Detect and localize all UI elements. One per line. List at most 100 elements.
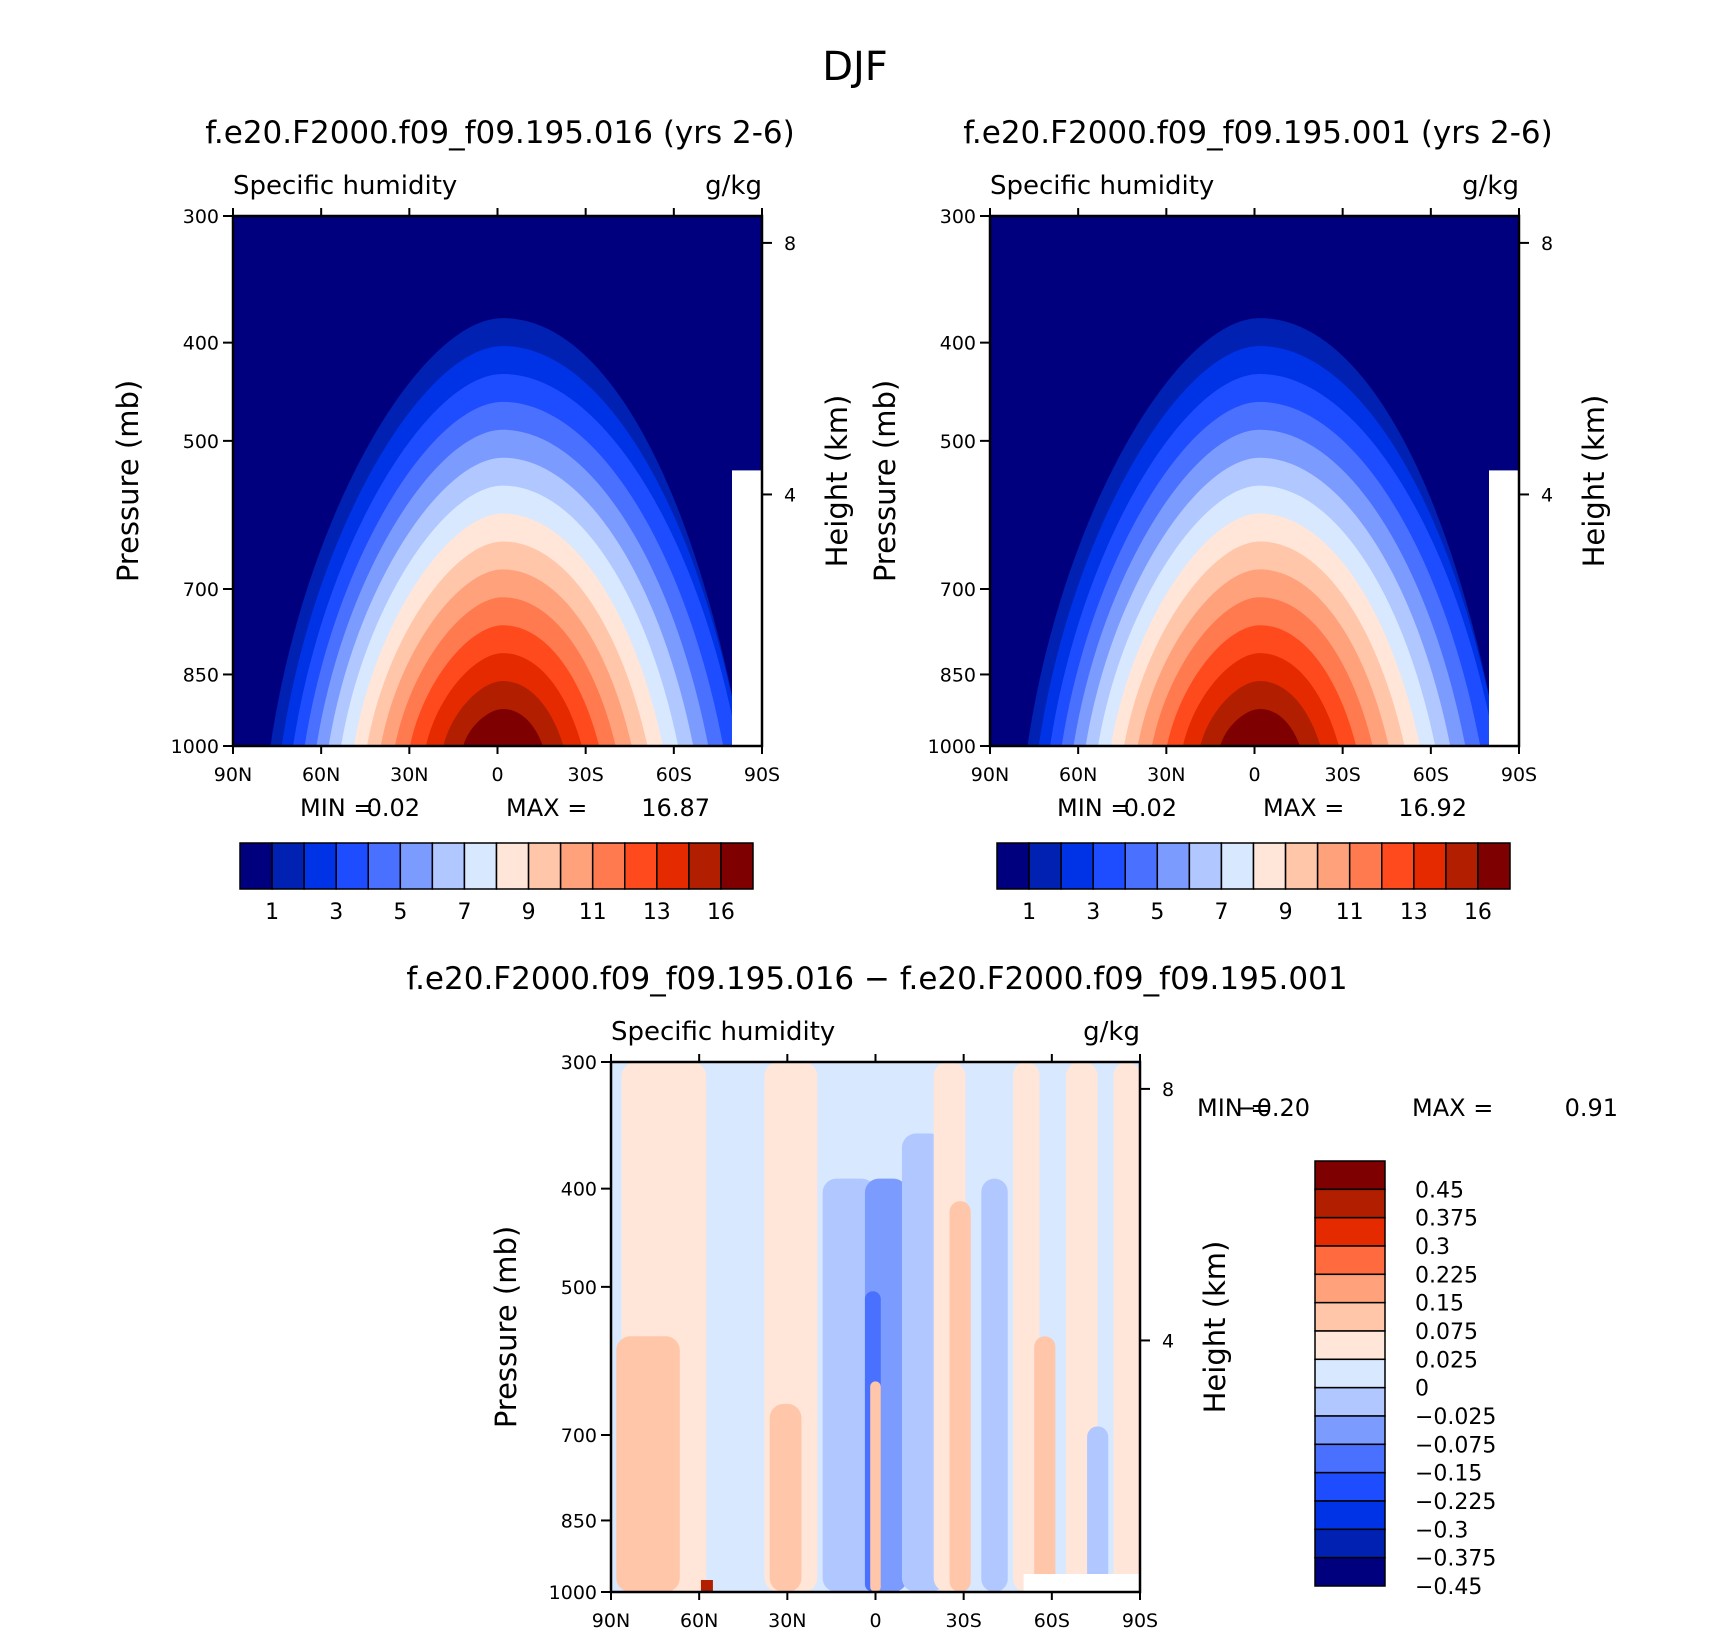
panel-title: f.e20.F2000.f09_f09.195.016 (yrs 2-6)	[205, 115, 795, 151]
colorbar-label: 3	[329, 900, 343, 925]
units-label: g/kg	[1462, 171, 1519, 201]
y-tick-label: 500	[183, 431, 219, 453]
min-value: −0.20	[1236, 1094, 1310, 1122]
colorbar-box	[1314, 1301, 1386, 1332]
colorbar: 1 3 5 7 9 11 13 16	[996, 842, 1511, 925]
colorbar-box	[239, 842, 273, 890]
colorbar-label: 0.45	[1415, 1178, 1464, 1203]
variable-label: Specific humidity	[611, 1017, 835, 1047]
x-tick-label: 60N	[680, 1610, 718, 1632]
max-value: 16.92	[1398, 794, 1467, 822]
colorbar-label: 9	[1279, 900, 1293, 925]
colorbar-label: 5	[393, 900, 407, 925]
colorbar-label: −0.225	[1415, 1490, 1496, 1515]
colorbar-label: 16	[1464, 900, 1492, 925]
max-label: MAX =	[506, 794, 587, 822]
y2-tick-label: 4	[784, 484, 796, 506]
colorbar-box	[1348, 842, 1383, 890]
colorbar-box	[559, 842, 594, 890]
x-tick-label: 90N	[592, 1610, 630, 1632]
colorbar-label: 13	[643, 900, 671, 925]
x-tick-label: 60S	[656, 764, 692, 786]
colorbar-box	[1156, 842, 1191, 890]
min-label: MIN =	[1057, 794, 1130, 822]
units-label: g/kg	[705, 171, 762, 201]
colorbar-label: 3	[1086, 900, 1100, 925]
colorbar-label: 0.15	[1415, 1292, 1464, 1317]
colorbar-label: −0.3	[1415, 1518, 1468, 1543]
colorbar-box	[1124, 842, 1159, 890]
colorbar-box	[1445, 842, 1479, 890]
colorbar-box	[1314, 1216, 1386, 1247]
colorbar-label: 9	[522, 900, 536, 925]
x-tick-label: 30S	[568, 764, 604, 786]
colorbar-label: 0.3	[1415, 1235, 1450, 1260]
y-tick-label: 300	[183, 206, 219, 228]
colorbar-box	[1381, 842, 1415, 890]
colorbar-box	[495, 842, 530, 890]
colorbar-box	[1314, 1330, 1386, 1361]
x-tick-label: 30N	[390, 764, 428, 786]
anomaly-streak	[822, 1178, 876, 1592]
min-label: MIN =	[300, 794, 373, 822]
surface-anomaly	[700, 1580, 713, 1592]
y-tick-label: 500	[940, 431, 976, 453]
y-tick-label: 850	[561, 1510, 597, 1532]
colorbar-box	[1092, 842, 1126, 890]
colorbar-label: 0.375	[1415, 1207, 1478, 1232]
y2-axis-title: Height (km)	[1577, 395, 1611, 568]
x-tick-label: 60S	[1034, 1610, 1070, 1632]
colorbar-box	[688, 842, 722, 890]
max-label: MAX =	[1263, 794, 1344, 822]
colorbar-label: −0.375	[1415, 1547, 1496, 1572]
x-tick-label: 90N	[214, 764, 252, 786]
colorbar-box	[1314, 1386, 1386, 1417]
colorbar-box	[1314, 1415, 1386, 1446]
y-tick-label: 1000	[171, 736, 219, 758]
colorbar-box	[1314, 1500, 1386, 1531]
figure-title: DJF	[822, 44, 888, 90]
panel-2: f.e20.F2000.f09_f09.195.001 (yrs 2-6) Spe…	[868, 115, 1611, 925]
y-tick-label: 700	[940, 579, 976, 601]
colorbar-label: −0.45	[1415, 1575, 1482, 1600]
y-tick-label: 300	[561, 1052, 597, 1074]
y-axis-title: Pressure (mb)	[489, 1226, 523, 1428]
colorbar-box	[335, 842, 369, 890]
colorbar-label: 7	[1214, 900, 1228, 925]
colorbar-label: −0.075	[1415, 1433, 1496, 1458]
colorbar-label: 0	[1415, 1377, 1429, 1402]
y2-tick-label: 8	[1162, 1079, 1174, 1101]
colorbar-box	[463, 842, 498, 890]
contour-band	[463, 708, 543, 746]
colorbar-box	[624, 842, 658, 890]
y-tick-label: 700	[561, 1425, 597, 1447]
anomaly-streak	[1034, 1336, 1056, 1592]
colorbar-box	[1314, 1245, 1386, 1276]
panel-1: f.e20.F2000.f09_f09.195.016 (yrs 2-6) Spe…	[111, 115, 854, 925]
colorbar-box	[399, 842, 434, 890]
y2-tick-label: 4	[1541, 484, 1553, 506]
colorbar-box	[1252, 842, 1287, 890]
anomaly-streak	[949, 1201, 971, 1592]
y-tick-label: 300	[940, 206, 976, 228]
colorbar-box	[1028, 842, 1062, 890]
colorbar-box	[1314, 1556, 1386, 1587]
x-tick-label: 0	[869, 1610, 881, 1632]
anomaly-streak	[1013, 1062, 1040, 1592]
colorbar-label: 16	[707, 900, 735, 925]
units-label: g/kg	[1083, 1017, 1140, 1047]
colorbar-label: 0.075	[1415, 1320, 1478, 1345]
colorbar-label: 11	[1336, 900, 1364, 925]
x-tick-label: 60N	[1059, 764, 1097, 786]
colorbar-label: −0.025	[1415, 1405, 1496, 1430]
max-value: 0.91	[1565, 1094, 1618, 1122]
colorbar-box	[591, 842, 626, 890]
colorbar-box	[1314, 1443, 1386, 1474]
max-value: 16.87	[641, 794, 710, 822]
x-tick-label: 30N	[1147, 764, 1185, 786]
colorbar-box	[1413, 842, 1447, 890]
colorbar-box	[656, 842, 690, 890]
y-tick-label: 1000	[549, 1582, 597, 1604]
y-tick-label: 1000	[928, 736, 976, 758]
colorbar: 0.45 0.375 0.3 0.225 0.15 0.075 0.025 0 −0.025 −0…	[1314, 1160, 1496, 1600]
